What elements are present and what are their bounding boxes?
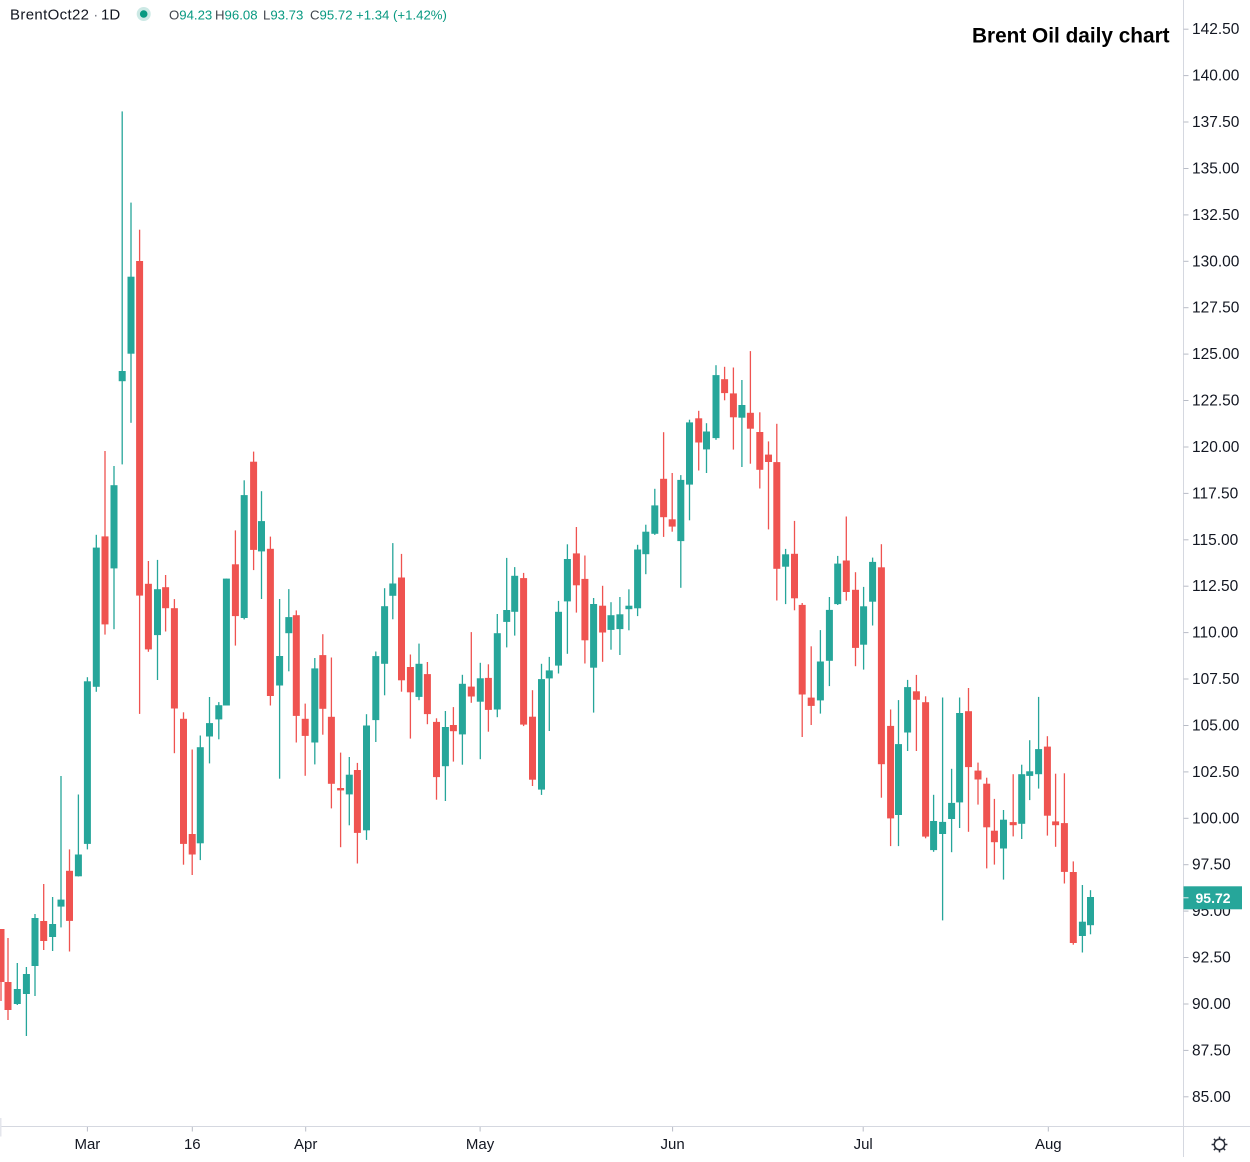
svg-text:Aug: Aug — [1035, 1136, 1062, 1153]
svg-text:Jul: Jul — [854, 1136, 873, 1153]
svg-text:112.50: 112.50 — [1192, 578, 1239, 595]
svg-text:100.00: 100.00 — [1192, 810, 1240, 827]
svg-text:O94.23: O94.23 — [169, 8, 212, 23]
svg-text:BrentOct22: BrentOct22 — [10, 7, 89, 24]
svg-text:16: 16 — [184, 1136, 201, 1153]
svg-text:137.50: 137.50 — [1192, 114, 1240, 131]
svg-text:C95.72: C95.72 — [310, 8, 353, 23]
svg-text:Brent Oil daily chart: Brent Oil daily chart — [972, 24, 1170, 47]
svg-text:90.00: 90.00 — [1192, 996, 1231, 1013]
svg-text:+1.34 (+1.42%): +1.34 (+1.42%) — [356, 8, 447, 23]
svg-text:127.50: 127.50 — [1192, 300, 1240, 317]
svg-text:117.50: 117.50 — [1192, 485, 1239, 502]
svg-text:105.00: 105.00 — [1192, 718, 1240, 735]
svg-text:Jun: Jun — [661, 1136, 685, 1153]
svg-text:Mar: Mar — [74, 1136, 100, 1153]
svg-text:95.72: 95.72 — [1196, 890, 1231, 906]
svg-text:110.00: 110.00 — [1192, 625, 1239, 642]
svg-text:102.50: 102.50 — [1192, 764, 1240, 781]
svg-text:1D: 1D — [101, 7, 120, 24]
svg-text:97.50: 97.50 — [1192, 857, 1231, 874]
svg-text:125.00: 125.00 — [1192, 346, 1240, 363]
svg-text:Apr: Apr — [294, 1136, 317, 1153]
svg-text:142.50: 142.50 — [1192, 21, 1240, 38]
svg-text:120.00: 120.00 — [1192, 439, 1240, 456]
svg-text:107.50: 107.50 — [1192, 671, 1240, 688]
svg-text:92.50: 92.50 — [1192, 950, 1231, 967]
svg-text:H96.08: H96.08 — [215, 8, 258, 23]
svg-text:·: · — [93, 7, 98, 24]
svg-text:L93.73: L93.73 — [263, 8, 303, 23]
svg-text:87.50: 87.50 — [1192, 1042, 1231, 1059]
svg-text:115.00: 115.00 — [1192, 532, 1239, 549]
svg-text:122.50: 122.50 — [1192, 393, 1240, 410]
svg-text:May: May — [466, 1136, 495, 1153]
svg-text:140.00: 140.00 — [1192, 68, 1240, 85]
svg-text:135.00: 135.00 — [1192, 161, 1240, 178]
svg-text:130.00: 130.00 — [1192, 253, 1240, 270]
svg-text:85.00: 85.00 — [1192, 1089, 1231, 1106]
svg-text:132.50: 132.50 — [1192, 207, 1240, 224]
